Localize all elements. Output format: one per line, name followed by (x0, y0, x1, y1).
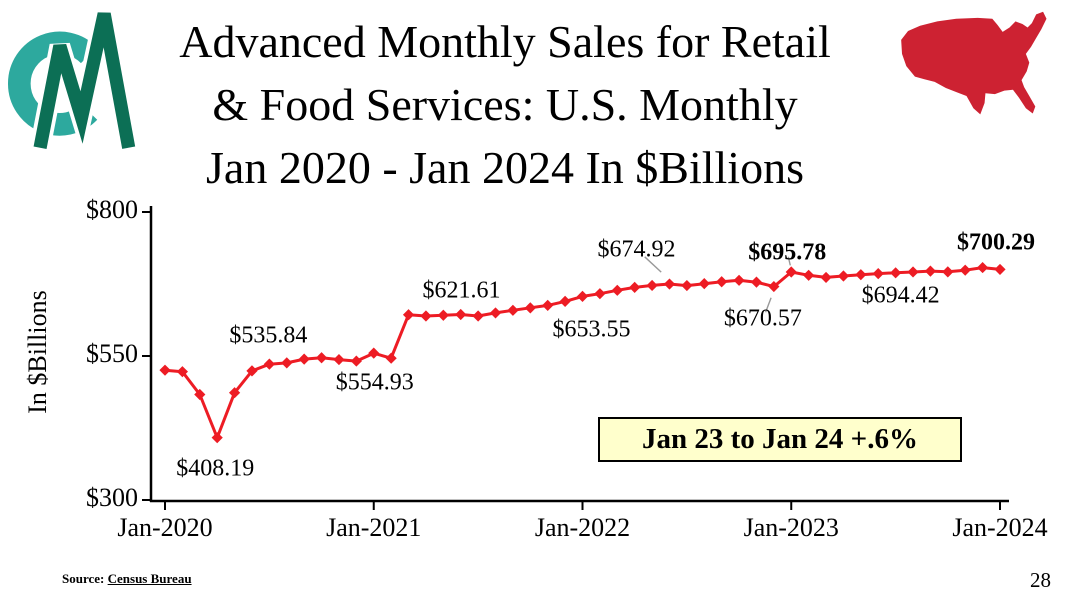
logo-c-shape (8, 31, 98, 136)
data-point-marker (298, 353, 310, 365)
data-label: $653.55 (552, 316, 631, 343)
page-title: Advanced Monthly Sales for Retail & Food… (110, 10, 900, 199)
y-axis-title: In $Billions (23, 290, 52, 414)
us-map-shape (901, 11, 1047, 115)
data-point-marker (698, 278, 710, 290)
data-point-marker (194, 388, 206, 401)
data-point-marker (629, 281, 641, 293)
data-point-marker (646, 279, 658, 292)
x-tick-label: Jan-2020 (117, 513, 213, 542)
label-leader-line (644, 256, 662, 273)
page-number: 28 (1030, 568, 1051, 592)
data-point-marker (576, 290, 589, 302)
data-point-marker (542, 299, 554, 311)
data-point-marker (211, 432, 223, 444)
data-point-marker (890, 267, 902, 279)
data-point-marker (402, 309, 415, 321)
data-point-marker (611, 284, 623, 296)
data-point-marker (785, 266, 797, 278)
data-label: $408.19 (176, 455, 255, 482)
data-label: $670.57 (723, 305, 802, 332)
data-point-marker (159, 364, 171, 376)
data-point-marker (263, 358, 275, 370)
data-point-marker (472, 310, 484, 322)
data-point-marker (507, 304, 519, 316)
data-point-marker (907, 266, 919, 278)
data-point-marker (837, 270, 850, 282)
title-line-3: Jan 2020 - Jan 2024 In $Billions (206, 142, 804, 193)
data-point-marker (942, 266, 954, 278)
data-point-marker (977, 261, 989, 274)
y-tick-label: $550 (86, 339, 138, 368)
data-point-marker (246, 365, 258, 377)
label-leader-line (787, 256, 791, 266)
data-point-marker (994, 263, 1006, 276)
data-point-marker (768, 280, 780, 293)
data-point-marker (489, 307, 502, 319)
data-point-marker (228, 387, 241, 399)
data-point-marker (315, 352, 328, 364)
data-point-marker (855, 269, 867, 281)
data-point-marker (959, 264, 971, 276)
data-point-marker (872, 268, 884, 280)
data-label: $694.42 (861, 282, 940, 309)
data-point-marker (176, 366, 188, 378)
data-label: $695.78 (748, 239, 827, 266)
source-label: Source: (62, 571, 105, 586)
data-point-marker (750, 276, 763, 288)
source-link[interactable]: Census Bureau (107, 571, 192, 586)
callout-box: Jan 23 to Jan 24 +.6% (598, 417, 962, 462)
logo-m-shape (33, 12, 136, 149)
data-point-marker (350, 355, 362, 367)
data-point-marker (559, 295, 571, 307)
data-point-marker (716, 276, 728, 288)
data-point-marker (333, 353, 345, 366)
data-point-marker (663, 278, 676, 290)
data-point-marker (437, 309, 449, 321)
us-map-icon (901, 11, 1047, 115)
source-note: Source: Census Bureau (62, 571, 192, 587)
title-line-1: Advanced Monthly Sales for Retail (179, 16, 831, 67)
data-label: $621.61 (422, 277, 501, 304)
y-tick-label: $300 (86, 483, 138, 512)
y-tick-label: $800 (86, 195, 138, 224)
data-point-marker (281, 357, 293, 369)
data-point-marker (524, 302, 536, 314)
data-point-marker (385, 352, 397, 364)
data-point-marker (820, 271, 832, 284)
data-point-marker (368, 347, 380, 359)
data-point-marker (924, 265, 937, 277)
x-tick-label: Jan-2023 (743, 513, 839, 542)
x-tick-label: Jan-2021 (326, 513, 422, 542)
data-label: $554.93 (335, 369, 414, 396)
title-line-2: & Food Services: U.S. Monthly (212, 79, 798, 130)
data-point-marker (803, 269, 815, 281)
data-point-marker (594, 288, 606, 300)
data-point-marker (681, 279, 693, 292)
data-point-marker (455, 308, 467, 321)
company-logo-icon (8, 11, 139, 150)
data-point-marker (420, 310, 432, 322)
label-leader-line (764, 297, 772, 313)
x-tick-label: Jan-2022 (534, 513, 631, 542)
x-tick-label: Jan-2024 (952, 513, 1048, 542)
data-point-marker (733, 274, 745, 286)
data-label: $700.29 (957, 229, 1035, 256)
data-label: $535.84 (229, 322, 308, 349)
data-label: $674.92 (597, 236, 676, 263)
